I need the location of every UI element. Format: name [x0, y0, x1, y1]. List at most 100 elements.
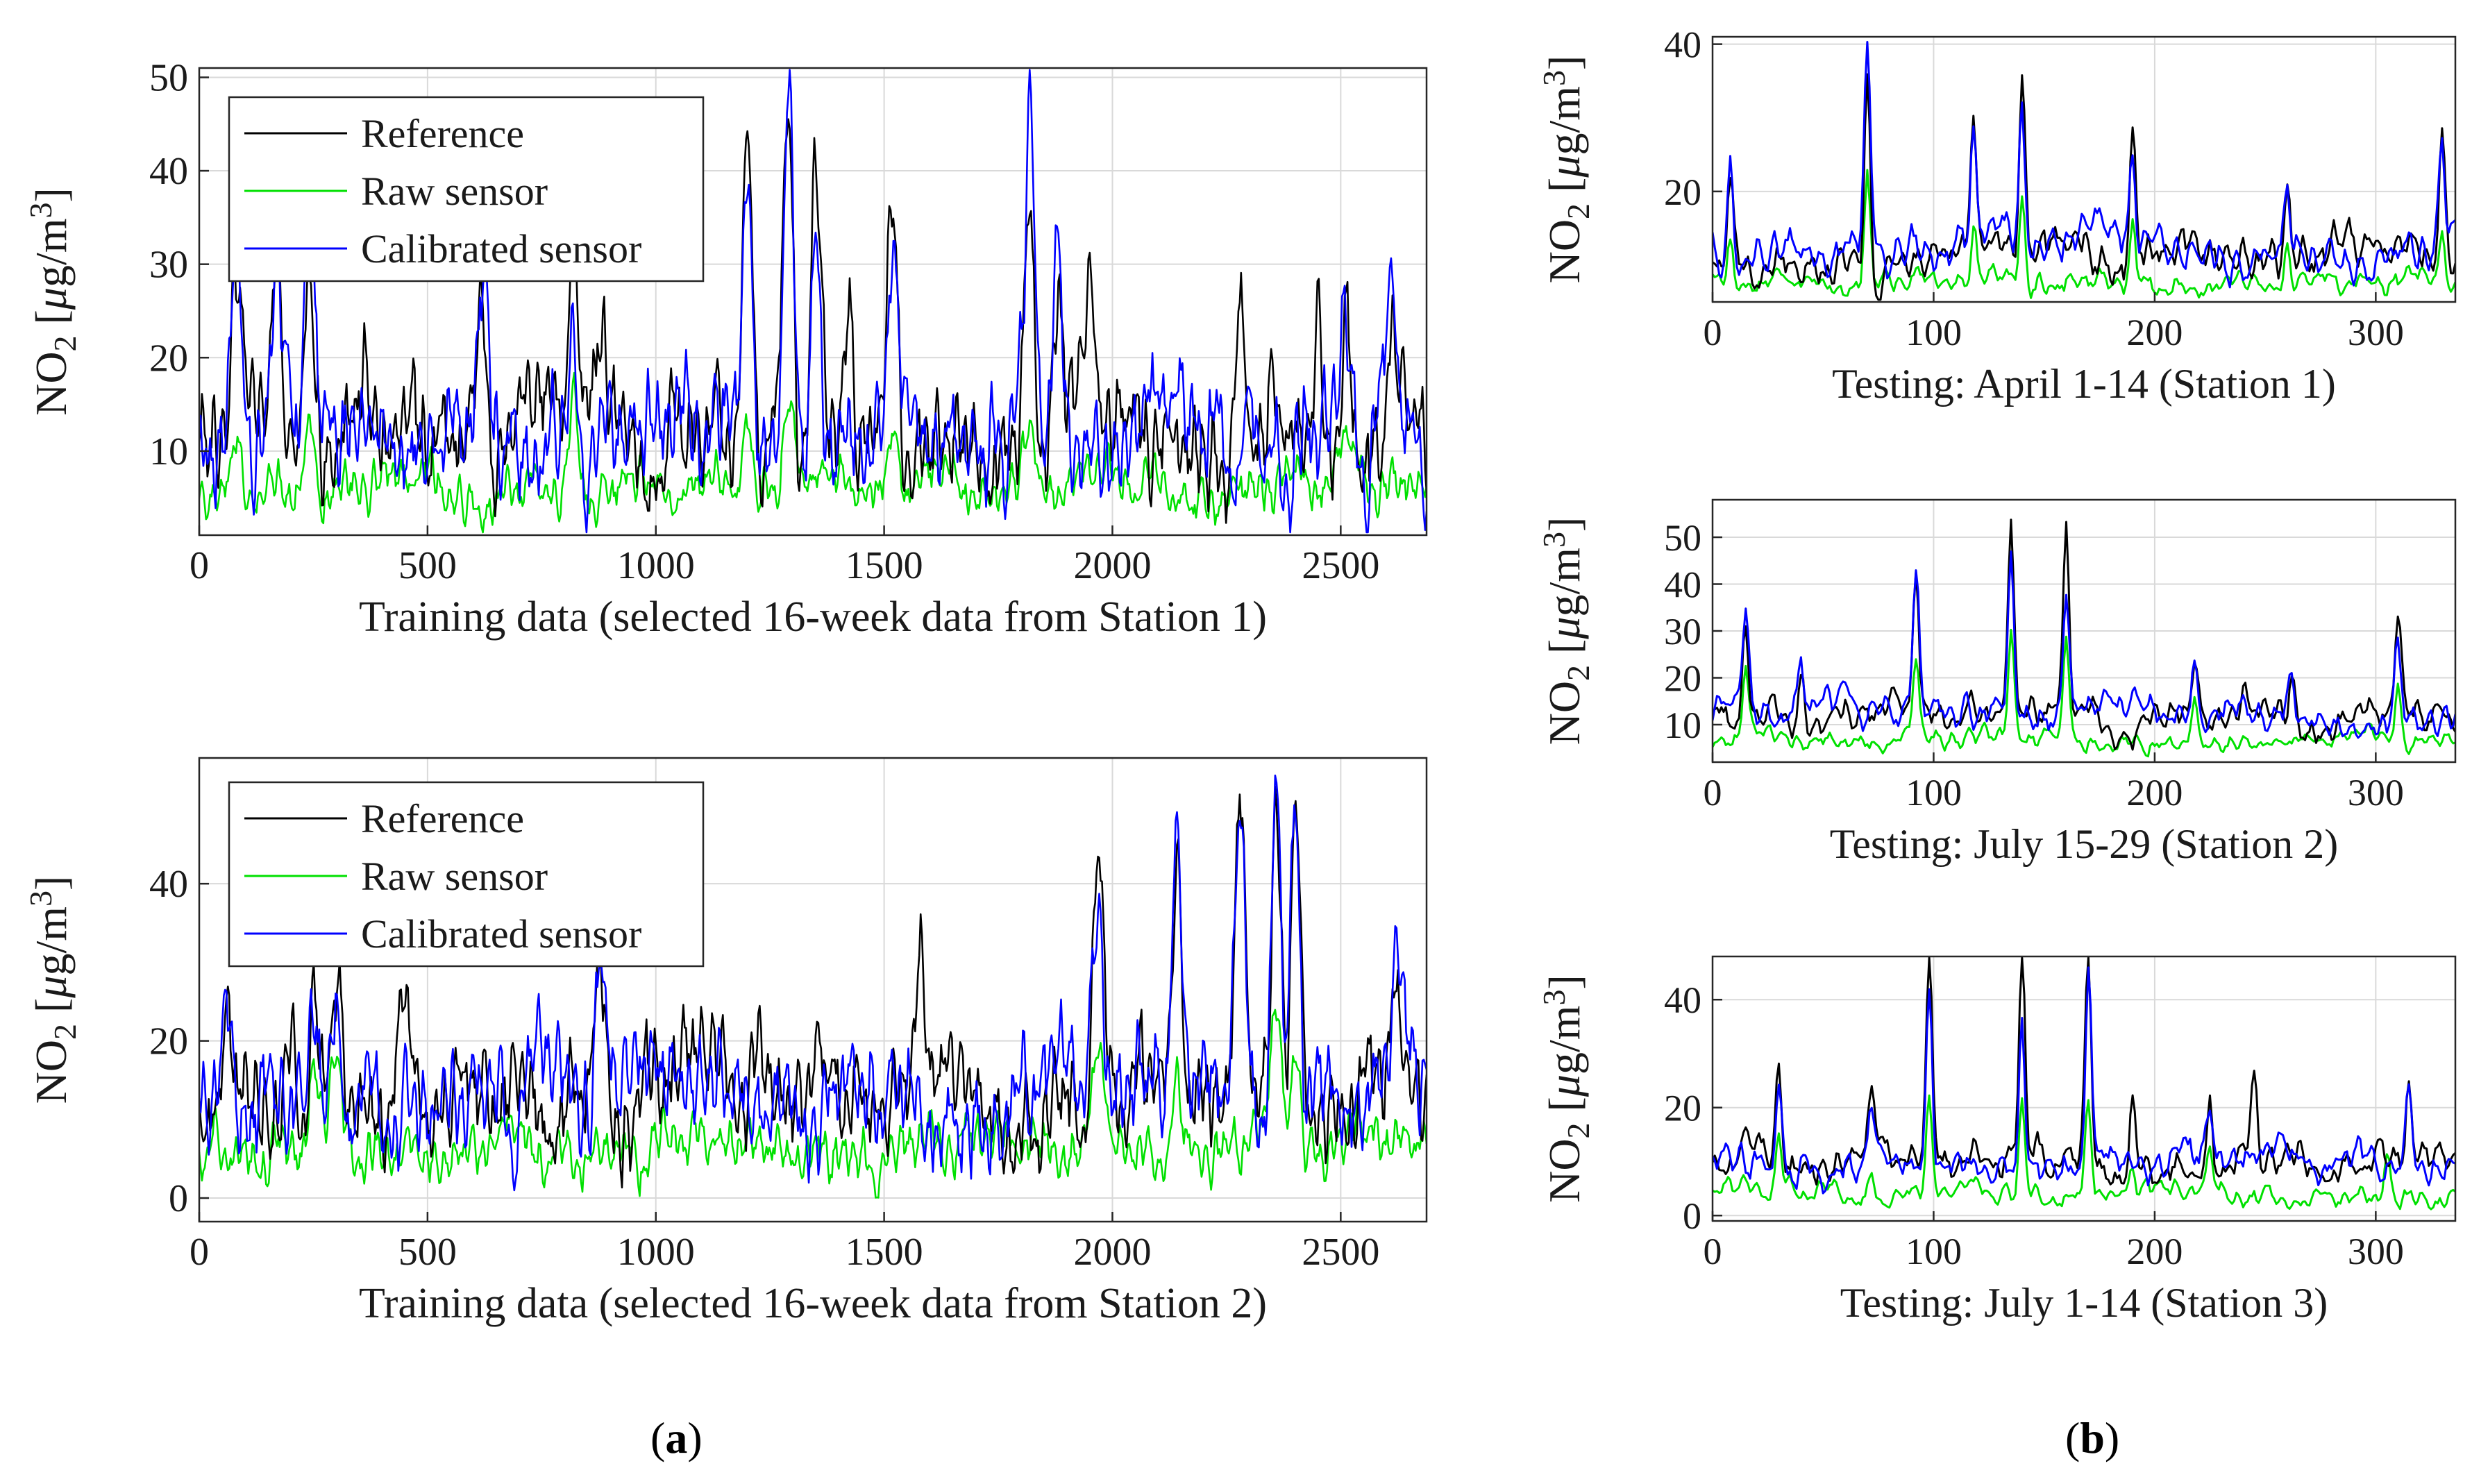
series-line-reference: [199, 785, 1427, 1189]
panel-label-b-letter: b: [2080, 1413, 2105, 1462]
axes-box: [198, 757, 1428, 1223]
x-tick-label: 2500: [1302, 544, 1379, 587]
y-axis-label-part: μ: [1540, 617, 1589, 640]
panel-label-a-letter: a: [665, 1413, 688, 1462]
legend: Reference Raw sensor Calibrated sensor: [228, 781, 705, 968]
y-axis-label-part: 3: [1536, 989, 1572, 1005]
series-group: [1713, 518, 2455, 758]
x-tick-label: 2500: [1302, 1231, 1379, 1274]
x-tick-label: 300: [2348, 1231, 2404, 1272]
series-group: [1713, 956, 2455, 1211]
y-tick-label: 20: [1664, 658, 1701, 700]
y-axis-label-part: [: [26, 998, 76, 1024]
axes-box: [1711, 35, 2457, 303]
y-tick-label: 20: [1664, 1088, 1701, 1129]
x-axis-label: Training data (selected 16-week data fro…: [359, 1280, 1267, 1327]
legend-label-raw: Raw sensor: [361, 854, 548, 899]
y-tick-label: 40: [1664, 564, 1701, 606]
y-axis-label: NO2 [μg/m3]: [1536, 56, 1595, 284]
x-tick-label: 0: [190, 544, 209, 587]
y-axis-label-part: [: [1540, 1097, 1589, 1122]
y-axis-label-part: g/m: [1540, 1005, 1589, 1074]
y-tick-label: 40: [1664, 24, 1701, 66]
legend-label-raw: Raw sensor: [361, 169, 548, 214]
x-tick-label: 1000: [617, 544, 695, 587]
x-axis-label: Testing: April 1-14 (Station 1): [1832, 361, 2336, 407]
y-tick-label: 20: [149, 1020, 188, 1063]
series-group: [199, 69, 1427, 534]
y-axis-label-part: NO: [26, 351, 76, 415]
x-tick-label: 200: [2126, 312, 2183, 353]
series-line-raw: [1713, 1094, 2455, 1211]
series-line-raw: [1713, 169, 2455, 299]
x-tick-label: 100: [1906, 1231, 1962, 1272]
y-axis-label-part: 2: [1561, 665, 1596, 681]
y-axis-label-part: NO: [26, 1040, 76, 1104]
y-axis-label-part: 2: [1561, 1122, 1596, 1138]
legend-box: [228, 781, 705, 968]
x-tick-label: 0: [1704, 1231, 1722, 1272]
x-tick-label: 1000: [617, 1231, 695, 1274]
y-axis-label-part: μ: [26, 976, 76, 999]
series-line-reference: [1713, 73, 2455, 301]
chart-training-station-1: 0 500 1000 1500 2000 2500 10 20 30 40 50 Training d…: [23, 56, 1428, 641]
y-tick-label: 40: [1664, 979, 1701, 1021]
x-tick-label: 300: [2348, 312, 2404, 353]
legend-label-reference: Reference: [361, 111, 524, 156]
series-line-calibrated: [1713, 41, 2455, 289]
y-axis-label: NO2 [μg/m3]: [1536, 975, 1595, 1203]
y-axis-label-part: ]: [26, 187, 76, 202]
legend: Reference Raw sensor Calibrated sensor: [228, 96, 705, 283]
y-axis-label-part: [: [1540, 639, 1589, 665]
y-axis-label-part: [: [26, 310, 76, 335]
x-tick-label: 500: [398, 1231, 457, 1274]
chart-testing-july15-station-2: 0 100 200 300 10 20 30 40 50 Testing: July 15-29 …: [1536, 498, 2457, 867]
y-axis-label-part: [: [1540, 178, 1589, 203]
panel-label-b: (b): [2065, 1413, 2120, 1462]
legend-box: [228, 96, 705, 283]
chart-training-station-2: 0 500 1000 1500 2000 2500 0 20 40 Training data (…: [23, 757, 1428, 1327]
y-axis-label-part: g/m: [1540, 548, 1589, 617]
y-axis-label-part: 2: [47, 335, 83, 351]
x-axis-label: Testing: July 15-29 (Station 2): [1830, 821, 2338, 867]
y-axis-label-part: NO: [1540, 1138, 1589, 1202]
y-axis-label-part: g/m: [1540, 86, 1589, 155]
y-axis-label-part: 3: [23, 891, 58, 907]
y-axis-label-part: ]: [1540, 517, 1589, 532]
x-tick-label: 0: [1704, 772, 1722, 813]
y-axis-label-part: g/m: [26, 907, 76, 976]
series-line-calibrated: [1713, 966, 2455, 1195]
x-tick-label: 200: [2126, 1231, 2183, 1272]
x-tick-label: 2000: [1073, 544, 1151, 587]
series-line-calibrated: [199, 69, 1427, 534]
legend-label-calibrated: Calibrated sensor: [361, 226, 641, 271]
x-axis-label: Testing: July 1-14 (Station 3): [1840, 1280, 2328, 1326]
x-tick-label: 0: [190, 1231, 209, 1274]
x-tick-label: 1500: [846, 1231, 923, 1274]
chart-testing-april-station-1: 0 100 200 300 20 40 Testing: April 1-14 (Stati…: [1536, 24, 2457, 407]
y-axis-label: NO2 [μg/m3]: [23, 876, 82, 1104]
y-axis-label-part: ]: [1540, 56, 1589, 70]
y-axis-label: NO2 [μg/m3]: [1536, 517, 1595, 745]
y-axis-label-part: ]: [26, 876, 76, 891]
y-tick-label: 40: [149, 150, 188, 193]
legend-label-calibrated: Calibrated sensor: [361, 911, 641, 956]
x-tick-label: 200: [2126, 772, 2183, 813]
x-tick-label: 100: [1906, 312, 1962, 353]
x-tick-label: 300: [2348, 772, 2404, 813]
axes-box: [198, 67, 1428, 537]
y-axis-label-part: μ: [1540, 1074, 1589, 1097]
x-tick-label: 100: [1906, 772, 1962, 813]
y-tick-label: 30: [149, 244, 188, 287]
x-axis-label: Training data (selected 16-week data fro…: [359, 593, 1267, 641]
series-line-calibrated: [199, 774, 1427, 1192]
series-group: [1713, 41, 2455, 301]
y-axis-label-part: 3: [1536, 532, 1572, 548]
y-tick-label: 50: [149, 56, 188, 99]
y-tick-label: 20: [149, 337, 188, 380]
y-axis-label: NO2 [μg/m3]: [23, 187, 82, 416]
series-group: [199, 774, 1427, 1199]
legend-label-reference: Reference: [361, 796, 524, 841]
y-tick-label: 20: [1664, 171, 1701, 213]
